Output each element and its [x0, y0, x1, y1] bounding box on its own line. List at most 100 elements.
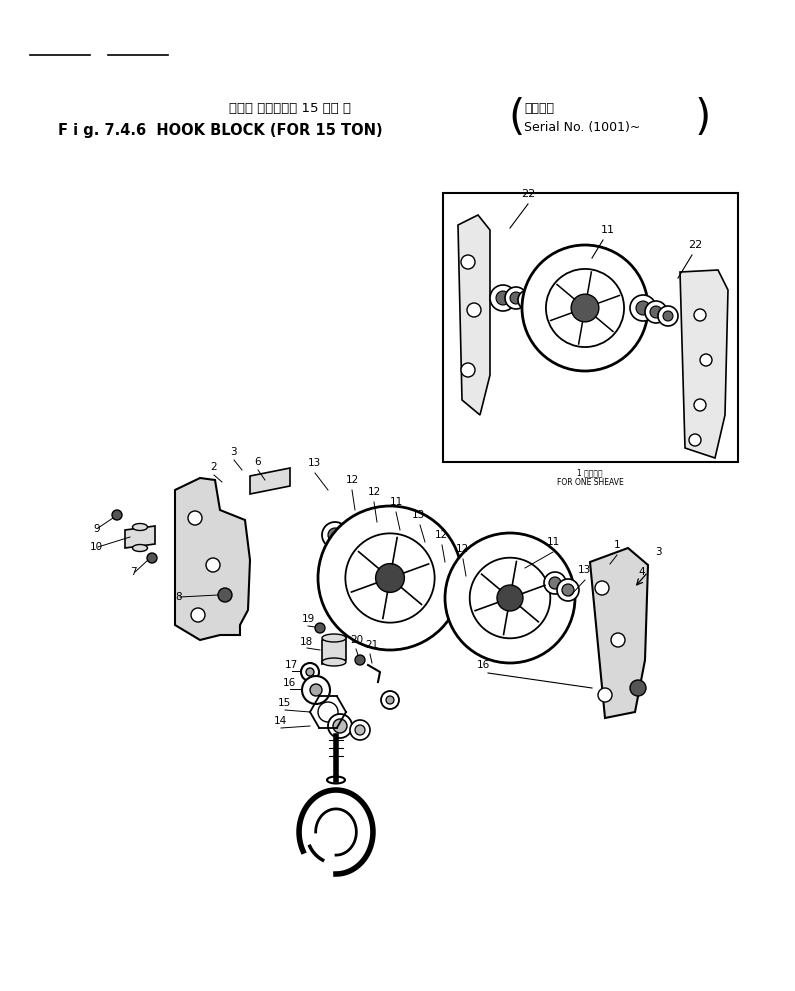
Circle shape [694, 399, 706, 411]
Text: 12: 12 [456, 544, 469, 554]
Circle shape [375, 564, 405, 593]
Circle shape [505, 287, 527, 309]
Ellipse shape [133, 544, 148, 552]
Text: 10: 10 [90, 542, 103, 552]
Circle shape [467, 303, 481, 317]
Text: 20: 20 [350, 635, 363, 645]
Circle shape [386, 696, 394, 704]
Circle shape [318, 702, 338, 722]
Text: 13: 13 [412, 510, 425, 520]
Circle shape [188, 511, 202, 525]
Text: Serial No. (1001)~: Serial No. (1001)~ [524, 122, 641, 135]
Circle shape [445, 533, 575, 663]
Circle shape [218, 588, 232, 602]
Text: 16: 16 [477, 660, 491, 670]
Circle shape [694, 309, 706, 321]
Circle shape [630, 295, 656, 321]
Circle shape [345, 533, 435, 622]
Circle shape [490, 285, 516, 311]
Circle shape [518, 290, 538, 310]
Circle shape [463, 573, 477, 587]
Circle shape [544, 572, 566, 594]
Circle shape [562, 584, 574, 596]
Circle shape [448, 566, 462, 580]
Circle shape [310, 684, 322, 696]
Circle shape [355, 655, 365, 665]
Text: 18: 18 [300, 637, 313, 647]
Text: 22: 22 [688, 240, 702, 250]
Bar [443, 193, 738, 462]
Circle shape [112, 510, 122, 520]
Text: 21: 21 [365, 640, 378, 650]
Circle shape [598, 688, 612, 702]
Circle shape [350, 720, 370, 740]
Ellipse shape [327, 777, 345, 784]
Circle shape [461, 255, 475, 269]
Text: 1: 1 [614, 540, 621, 550]
Circle shape [381, 691, 399, 709]
Text: 3: 3 [655, 547, 661, 557]
Ellipse shape [322, 634, 346, 642]
Polygon shape [175, 478, 250, 640]
Text: 2: 2 [210, 462, 216, 472]
Circle shape [571, 294, 599, 322]
Circle shape [658, 306, 678, 326]
Text: 17: 17 [285, 660, 298, 670]
Circle shape [318, 506, 462, 650]
Circle shape [355, 725, 365, 735]
Circle shape [523, 295, 533, 305]
Circle shape [191, 608, 205, 622]
Circle shape [442, 560, 468, 586]
Polygon shape [458, 215, 490, 415]
Polygon shape [250, 468, 290, 494]
Circle shape [549, 577, 561, 589]
Circle shape [650, 306, 662, 318]
Circle shape [315, 623, 325, 633]
Polygon shape [125, 526, 155, 548]
Circle shape [522, 245, 648, 371]
Text: 8: 8 [175, 592, 181, 602]
Circle shape [306, 668, 314, 676]
Text: 22: 22 [521, 189, 535, 199]
Circle shape [457, 567, 483, 593]
Ellipse shape [133, 523, 148, 530]
Polygon shape [590, 548, 648, 718]
Text: 6: 6 [254, 457, 261, 467]
Text: フック ブロック　 15 トン 用: フック ブロック 15 トン 用 [229, 101, 351, 115]
Text: (: ( [508, 97, 524, 139]
Circle shape [345, 536, 359, 550]
Circle shape [510, 292, 522, 304]
Ellipse shape [322, 658, 346, 666]
Circle shape [689, 434, 701, 446]
Circle shape [557, 579, 579, 601]
Text: F i g. 7.4.6  HOOK BLOCK (FOR 15 TON): F i g. 7.4.6 HOOK BLOCK (FOR 15 TON) [58, 123, 382, 138]
Text: 15: 15 [278, 698, 291, 708]
Text: 11: 11 [390, 497, 403, 507]
Text: FOR ONE SHEAVE: FOR ONE SHEAVE [556, 478, 623, 487]
Text: 11: 11 [547, 537, 560, 547]
Circle shape [663, 311, 673, 321]
Text: 3: 3 [230, 447, 237, 457]
Circle shape [322, 522, 348, 548]
Circle shape [328, 714, 352, 738]
Text: 14: 14 [274, 716, 287, 726]
Text: 12: 12 [368, 487, 382, 497]
Circle shape [700, 354, 712, 366]
Circle shape [206, 558, 220, 572]
Polygon shape [322, 636, 346, 664]
Circle shape [595, 581, 609, 595]
Text: ): ) [695, 97, 711, 139]
Text: 1 シーブ用: 1 シーブ用 [577, 468, 603, 477]
Circle shape [147, 553, 157, 563]
Circle shape [611, 633, 625, 647]
Text: 4: 4 [638, 567, 645, 577]
Circle shape [339, 530, 365, 556]
Circle shape [496, 291, 510, 305]
Text: 11: 11 [601, 225, 615, 235]
Text: 19: 19 [302, 614, 316, 624]
Circle shape [301, 663, 319, 681]
Circle shape [328, 528, 342, 542]
Circle shape [333, 719, 347, 733]
Circle shape [302, 676, 330, 704]
Circle shape [645, 301, 667, 323]
